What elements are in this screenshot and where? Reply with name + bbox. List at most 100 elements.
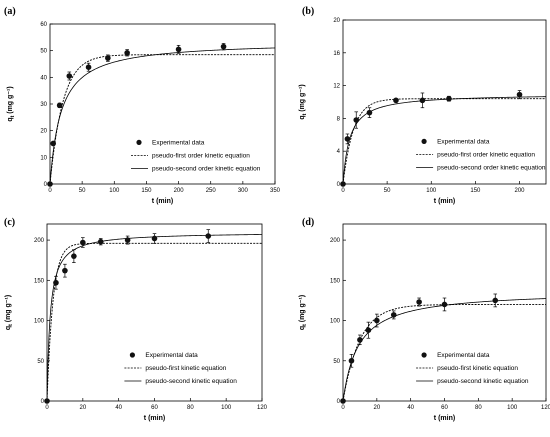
x-tick-label: 60 [441, 405, 448, 411]
x-tick-label: 50 [384, 188, 391, 194]
y-tick-label: 0 [41, 399, 45, 405]
x-tick-label: 200 [515, 188, 526, 194]
y-axis-label: qt (mg g⁻¹) [5, 295, 14, 330]
pseudo-second-order-curve [343, 298, 546, 401]
y-tick-label: 100 [34, 319, 45, 325]
data-point [175, 46, 182, 53]
x-tick-label: 0 [45, 405, 49, 411]
chart-panel-a: (a) 0 10 20 30 40 50 60 0 50 100 150 200 250 300 350 t (… [4, 6, 281, 205]
plot-frame [49, 23, 276, 185]
y-tick-label: 4 [337, 149, 341, 155]
y-tick-label: 150 [330, 278, 341, 284]
data-point [205, 233, 212, 239]
x-tick-label: 0 [48, 188, 52, 194]
data-point [340, 398, 346, 404]
x-axis-label: t (min) [144, 415, 165, 422]
data-point [71, 253, 77, 259]
x-tick-label: 350 [270, 188, 281, 194]
legend-label: Experimental data [145, 352, 198, 359]
x-tick-label: 300 [238, 188, 249, 194]
data-point [220, 43, 227, 50]
x-tick-label: 120 [541, 405, 550, 411]
legend-label: Experimental data [437, 139, 490, 146]
data-point [492, 297, 499, 304]
y-tick-label: 20 [40, 129, 47, 135]
pseudo-first-order-curve [50, 54, 275, 184]
x-axis-label: t (min) [434, 415, 455, 422]
x-tick-label: 80 [475, 405, 482, 411]
data-point [105, 55, 111, 61]
data-point [419, 97, 426, 104]
panel-label-a: (a) [4, 6, 16, 17]
pseudo-second-order-curve [343, 96, 546, 184]
x-tick-label: 150 [141, 188, 152, 194]
pseudo-second-order-curve [50, 47, 275, 184]
y-axis-label: qt (mg g⁻¹) [7, 86, 16, 121]
legend-marker [421, 352, 427, 358]
y-tick-label: 16 [333, 51, 340, 57]
x-tick-label: 40 [407, 405, 414, 411]
data-point [340, 181, 346, 187]
legend-label: pseudo-second kinetic equation [145, 378, 237, 385]
data-point [44, 398, 50, 404]
y-axis-label: qt (mg g⁻¹) [299, 84, 308, 119]
data-point [393, 97, 399, 104]
data-point [366, 109, 373, 116]
data-point [151, 235, 158, 242]
x-tick-label: 80 [187, 405, 194, 411]
data-point [80, 239, 86, 246]
x-tick-label: 100 [221, 405, 232, 411]
legend-label: pseudo-second order kinetic equation [437, 165, 546, 172]
data-point [441, 301, 448, 308]
y-tick-label: 50 [37, 359, 44, 365]
y-tick-label: 30 [40, 102, 47, 108]
pseudo-first-order-curve [343, 98, 546, 184]
y-tick-label: 60 [40, 22, 47, 28]
data-point [446, 95, 452, 102]
data-point [66, 73, 73, 79]
data-point [357, 337, 363, 343]
data-point [53, 279, 59, 286]
x-tick-label: 150 [470, 188, 481, 194]
legend-label: pseudo-first kinetic equation [437, 365, 518, 372]
data-point [344, 136, 351, 142]
legend-marker [421, 138, 427, 144]
legend-label: pseudo-first order kinetic equation [152, 153, 250, 160]
data-point [124, 237, 131, 243]
x-tick-label: 60 [151, 405, 158, 411]
legend-label: Experimental data [437, 352, 490, 359]
x-tick-label: 250 [206, 188, 217, 194]
legend-label: pseudo-first kinetic equation [145, 365, 226, 372]
data-point [416, 299, 422, 305]
y-axis-label: qt (mg g⁻¹) [299, 295, 308, 330]
y-tick-label: 200 [34, 238, 45, 244]
pseudo-second-order-curve [47, 234, 262, 401]
panel-label-b: (b) [302, 6, 314, 17]
data-point [365, 327, 372, 334]
data-point [348, 357, 355, 364]
y-tick-label: 0 [44, 182, 48, 188]
x-tick-label: 20 [373, 405, 380, 411]
legend-label: pseudo-second kinetic equation [437, 378, 529, 385]
y-tick-label: 200 [330, 238, 341, 244]
y-tick-label: 12 [333, 84, 340, 90]
y-tick-label: 8 [337, 116, 341, 122]
data-point [124, 50, 130, 56]
x-tick-label: 100 [507, 405, 518, 411]
x-tick-label: 50 [79, 188, 86, 194]
plot-frame [342, 223, 547, 402]
x-tick-label: 100 [109, 188, 120, 194]
data-point [353, 117, 360, 123]
x-tick-label: 120 [257, 405, 268, 411]
data-point [97, 238, 104, 245]
legend-marker [136, 139, 142, 145]
plot-frame [46, 223, 263, 402]
data-point [390, 312, 397, 318]
y-tick-label: 100 [330, 319, 341, 325]
y-tick-label: 0 [337, 182, 341, 188]
legend-label: Experimental data [152, 140, 205, 147]
data-point [85, 64, 92, 70]
panel-label-c: (c) [4, 217, 15, 228]
y-tick-label: 20 [333, 18, 340, 24]
